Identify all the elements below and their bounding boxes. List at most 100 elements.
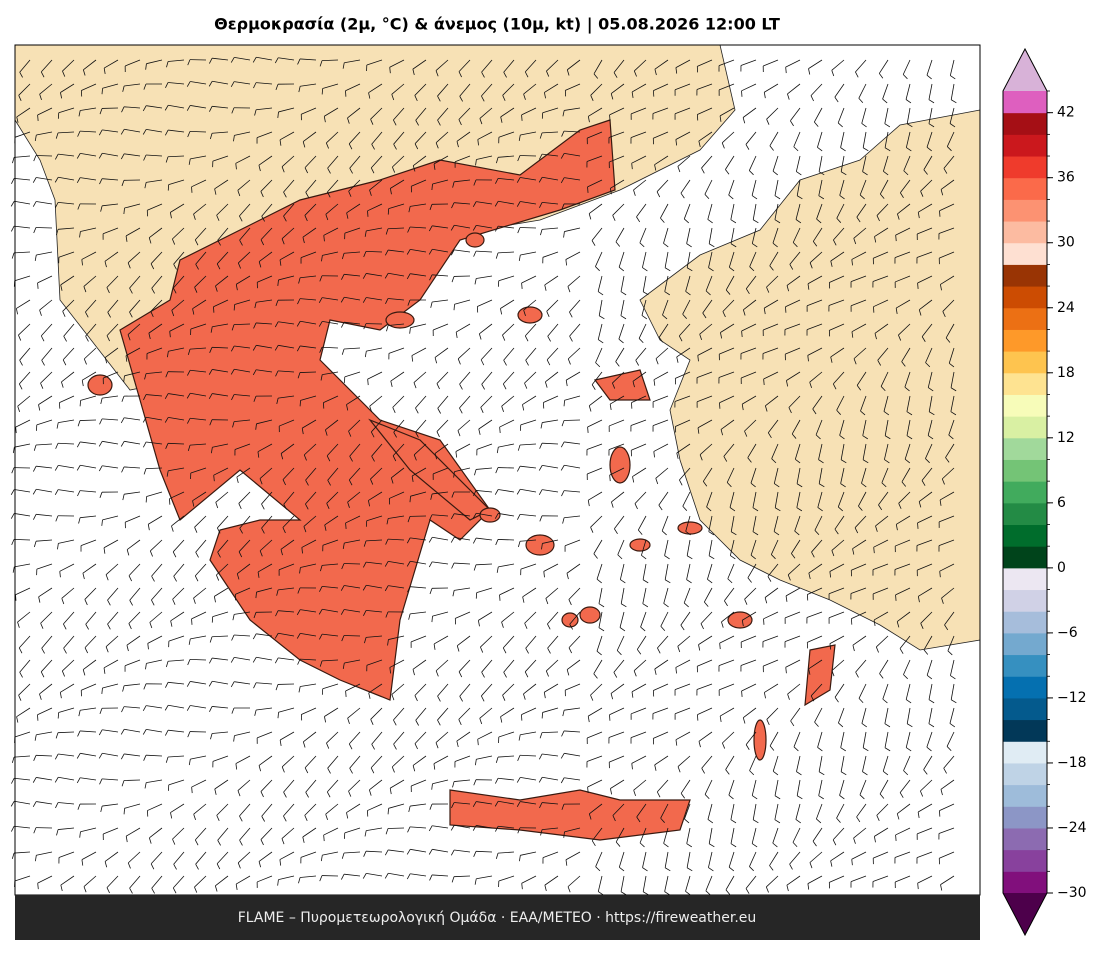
colorbar-level <box>1003 134 1047 156</box>
barb-flag <box>11 513 14 518</box>
colorbar-level <box>1003 741 1047 763</box>
barb-flag <box>11 226 14 231</box>
colorbar-level <box>1003 329 1047 351</box>
thasos <box>466 233 484 247</box>
chios <box>610 447 630 483</box>
barb-shaft <box>344 635 360 636</box>
colorbar-tick-label: 0 <box>1057 560 1066 576</box>
colorbar-tick-label: 30 <box>1057 235 1075 251</box>
barb-flag <box>454 304 455 310</box>
island <box>526 535 554 555</box>
island <box>580 607 600 623</box>
barb-flag <box>300 400 301 406</box>
colorbar-level <box>1003 308 1047 330</box>
colorbar-level <box>1003 199 1047 221</box>
barb-flag <box>388 808 389 814</box>
colorbar-tick-label: −6 <box>1057 625 1078 641</box>
colorbar-tick-label: 12 <box>1057 430 1075 446</box>
colorbar-level <box>1003 286 1047 308</box>
barb-flag <box>12 253 14 259</box>
colorbar-level <box>1003 871 1047 893</box>
island <box>630 539 650 551</box>
karpathos <box>754 720 766 760</box>
colorbar-level <box>1003 806 1047 828</box>
barb-shaft <box>36 227 52 228</box>
colorbar-level <box>1003 178 1047 200</box>
barb-flag <box>13 567 14 573</box>
barb-flag <box>588 427 589 433</box>
colorbar-level <box>1003 221 1047 243</box>
barb-flag <box>11 801 14 806</box>
barb-flag <box>522 283 523 289</box>
colorbar-level <box>1003 590 1047 612</box>
map-panel <box>11 45 980 895</box>
colorbar-level <box>1003 416 1047 438</box>
colorbar-level <box>1003 785 1047 807</box>
colorbar-tick-label: 18 <box>1057 365 1075 381</box>
colorbar-level <box>1003 156 1047 178</box>
colorbar-tick-label: 24 <box>1057 300 1075 316</box>
colorbar-tick-label: −24 <box>1057 820 1087 836</box>
colorbar-level <box>1003 720 1047 742</box>
barb-flag <box>588 787 589 793</box>
barb-flag <box>918 283 919 289</box>
colorbar-level <box>1003 459 1047 481</box>
colorbar-level <box>1003 568 1047 590</box>
barb-flag <box>742 331 743 337</box>
colorbar-extend-under <box>1003 893 1047 935</box>
barb-flag <box>38 283 39 289</box>
colorbar-level <box>1003 546 1047 568</box>
barb-shaft <box>80 420 96 421</box>
barb-flag <box>12 757 14 763</box>
colorbar-level <box>1003 373 1047 395</box>
barb-flag <box>346 523 347 529</box>
map-title: Θερμοκρασία (2μ, °C) & άνεμος (10μ, kt) … <box>214 15 780 35</box>
colorbar-extend-over <box>1003 49 1047 91</box>
colorbar-level <box>1003 633 1047 655</box>
barb-flag <box>11 490 14 495</box>
barb-flag <box>124 808 125 814</box>
barb-flag <box>324 835 325 841</box>
colorbar-level <box>1003 763 1047 785</box>
barb-flag <box>38 115 39 121</box>
colorbar-tick-label: 36 <box>1057 170 1075 186</box>
colorbar-level <box>1003 655 1047 677</box>
barb-shaft <box>300 372 316 373</box>
barb-flag <box>896 835 897 841</box>
barb-flag <box>11 826 14 831</box>
barb-flag <box>102 88 103 94</box>
colorbar-level <box>1003 243 1047 265</box>
colorbar-level <box>1003 481 1047 503</box>
barb-flag <box>12 468 14 474</box>
colorbar-level <box>1003 850 1047 872</box>
colorbar-tick-label: −18 <box>1057 755 1087 771</box>
barb-flag <box>80 400 81 406</box>
colorbar-level <box>1003 525 1047 547</box>
barb-flag <box>12 157 14 163</box>
colorbar-tick-label: 6 <box>1057 495 1066 511</box>
colorbar-level <box>1003 503 1047 525</box>
barb-flag <box>12 853 14 859</box>
colorbar-level <box>1003 611 1047 633</box>
barb-shaft <box>564 420 580 421</box>
colorbar-level <box>1003 698 1047 720</box>
barb-shaft <box>388 828 404 829</box>
colorbar-level <box>1003 351 1047 373</box>
lemnos <box>518 307 542 323</box>
barb-shaft <box>520 155 536 156</box>
barb-flag <box>346 691 347 697</box>
colorbar-level <box>1003 394 1047 416</box>
barb-flag <box>564 400 565 406</box>
barb-flag <box>12 539 14 545</box>
colorbar-tick-label: −12 <box>1057 690 1087 706</box>
barb-shaft <box>124 780 140 781</box>
barb-shaft <box>344 563 360 564</box>
colorbar-level <box>1003 264 1047 286</box>
colorbar-level <box>1003 828 1047 850</box>
colorbar-level <box>1003 676 1047 698</box>
colorbar-tick-label: 42 <box>1057 105 1075 121</box>
barb-flag <box>522 115 523 121</box>
barb-flag <box>764 379 765 385</box>
